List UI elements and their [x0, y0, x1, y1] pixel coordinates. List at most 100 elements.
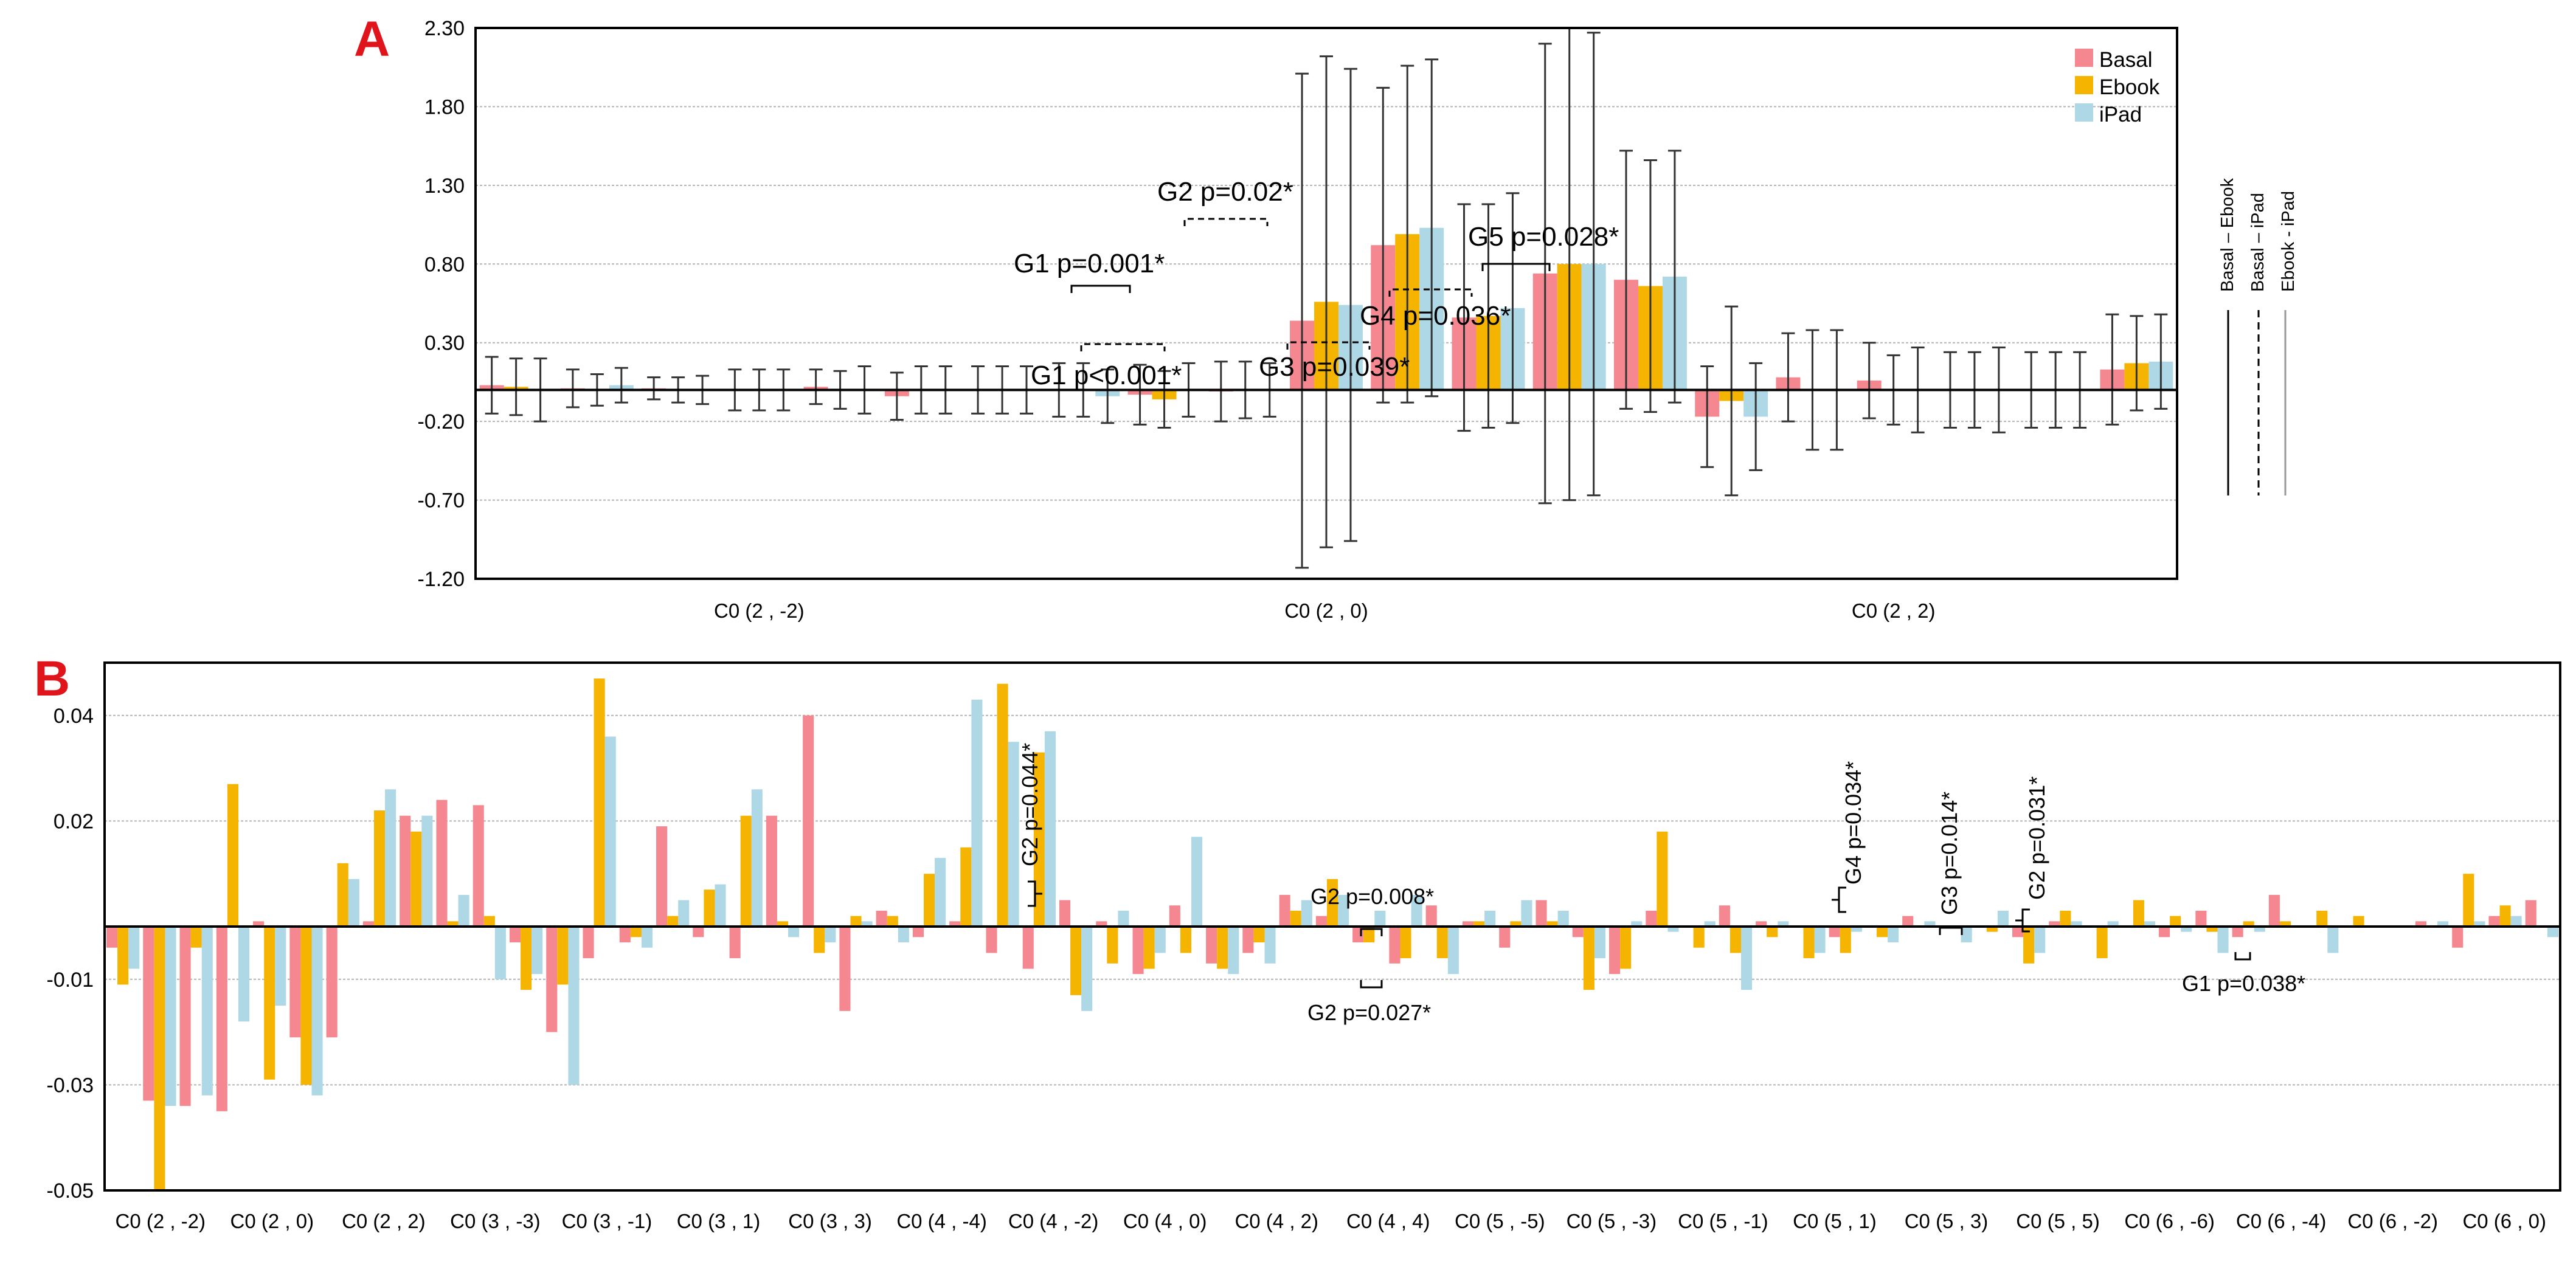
bar-ebook	[337, 863, 348, 927]
y-tick-label: -0.70	[418, 489, 465, 513]
bar-ipad	[1961, 927, 1972, 943]
bar-ipad	[1154, 927, 1166, 953]
bar-ebook	[1583, 927, 1594, 990]
bar-ipad	[2437, 921, 2449, 927]
category-label: C0 (2 , 2)	[1852, 599, 1936, 622]
annotation-g2-p002: G2 p=0.02*	[1157, 177, 1293, 207]
bar-ebook	[154, 927, 165, 1190]
bar-ipad	[2327, 927, 2339, 953]
bracket-b-g2-0044	[1028, 880, 1042, 907]
bar-ipad	[1704, 921, 1716, 927]
category-label: C0 (5 , 3)	[1905, 1210, 1989, 1232]
category-label: C0 (2 , -2)	[714, 599, 805, 622]
bar-basal	[693, 927, 704, 937]
category-label: C0 (5 , 1)	[1793, 1210, 1877, 1232]
bar-ipad	[2181, 927, 2192, 932]
category-label: C0 (4 , 0)	[1123, 1210, 1207, 1232]
bar-basal	[729, 927, 741, 959]
legend-ebook-swatch	[2075, 76, 2093, 94]
bar-ipad	[1814, 927, 1826, 953]
bar-basal	[1132, 927, 1144, 975]
bar-basal	[619, 927, 631, 943]
bar-basal	[289, 927, 301, 1038]
bar-ebook	[630, 927, 642, 937]
bar-ebook	[2096, 927, 2108, 959]
y-tick-label: 0.80	[424, 253, 465, 276]
legend-basal-swatch	[2075, 49, 2093, 67]
bracket-b-g2-0027	[1360, 980, 1383, 989]
bar-ipad	[275, 927, 286, 1006]
bar-ipad	[2144, 921, 2156, 927]
bar-ipad	[2474, 921, 2485, 927]
panel-b-annotations: G2 p=0.044* G2 p=0.008* G2 p=0.027* G4 p…	[1017, 743, 2305, 1025]
bar-ipad	[2547, 927, 2558, 937]
bar-ipad	[531, 927, 543, 975]
bracket-g4-dashed	[1388, 288, 1473, 297]
bar-ipad	[2510, 916, 2522, 927]
y-tick-label: -0.01	[47, 968, 94, 992]
bar-basal	[143, 927, 154, 1101]
y-tick-label: -1.20	[418, 568, 465, 591]
category-label: C0 (3 , 3)	[788, 1210, 872, 1232]
bar-ebook	[410, 831, 422, 927]
bar-ebook	[1546, 921, 1558, 927]
bar-ebook	[1290, 910, 1301, 927]
bracket-g2-dashed	[1183, 218, 1269, 226]
y-tick-label: -0.03	[47, 1074, 94, 1097]
bar-ipad	[1631, 921, 1643, 927]
side-legend-basal-ipad: Basal – iPad	[2248, 193, 2268, 292]
bracket-g3-dashed	[1286, 341, 1371, 350]
bar-ipad	[1191, 837, 1203, 927]
panel-b-letter: B	[34, 651, 70, 706]
bar-ipad	[1008, 742, 1019, 927]
bar-basal	[2195, 910, 2207, 927]
bar-ebook	[667, 916, 679, 927]
panel-a-annotations: G1 p=0.001* G1 p<0.001* G2 p=0.02* G3 p=…	[1014, 177, 1619, 390]
bar-basal	[1315, 916, 1327, 927]
category-label: C0 (4 , -4)	[896, 1210, 987, 1232]
y-tick-label: -0.20	[418, 410, 465, 433]
bar-ebook	[704, 889, 715, 927]
bar-ebook	[2279, 921, 2291, 927]
bar-ipad	[1301, 900, 1312, 927]
bar-ipad	[348, 879, 359, 927]
panel-a-letter: A	[354, 12, 390, 67]
annotation-b-g2-p0027: G2 p=0.027*	[1307, 1000, 1431, 1025]
bar-ipad	[935, 858, 946, 927]
bar-basal	[1279, 894, 1290, 927]
bar-ebook	[1070, 927, 1082, 995]
bar-ipad	[1264, 927, 1276, 964]
bar-ipad	[898, 927, 909, 943]
bar-basal	[2159, 927, 2170, 937]
bar-basal	[1389, 927, 1401, 964]
category-label: C0 (3 , -3)	[450, 1210, 541, 1232]
bar-basal	[2232, 927, 2243, 937]
bar-basal	[179, 927, 191, 1106]
bracket-g1-solid	[1070, 285, 1131, 293]
bar-ipad	[165, 927, 176, 1106]
annotation-g3-p0039: G3 p=0.039*	[1259, 352, 1410, 382]
bar-ebook	[483, 916, 495, 927]
y-tick-label: 0.04	[54, 705, 94, 728]
bar-ipad	[751, 789, 763, 927]
bar-basal	[583, 927, 594, 959]
bar-ipad	[2071, 921, 2082, 927]
annotation-g1-plt0001: G1 p<0.001*	[1031, 361, 1182, 390]
bar-ipad	[1740, 927, 1753, 990]
bar-ebook	[850, 916, 862, 927]
bracket-g5-solid	[1481, 263, 1551, 271]
bar-ipad	[385, 789, 396, 927]
side-legend-basal-ebook: Basal – Ebook	[2218, 178, 2237, 292]
bar-basal	[1499, 927, 1511, 948]
bar-ipad	[1594, 927, 1606, 959]
bar-basal	[2452, 927, 2463, 948]
y-tick-label: -0.05	[47, 1179, 94, 1203]
bar-ipad	[1521, 900, 1532, 927]
y-tick-label: 1.30	[424, 174, 465, 198]
bar-basal	[1756, 921, 1767, 927]
bar-ipad	[1924, 921, 1936, 927]
category-label: C0 (5 , -1)	[1678, 1210, 1768, 1232]
bar-ipad	[1447, 927, 1459, 975]
bar-ebook	[2316, 910, 2328, 927]
